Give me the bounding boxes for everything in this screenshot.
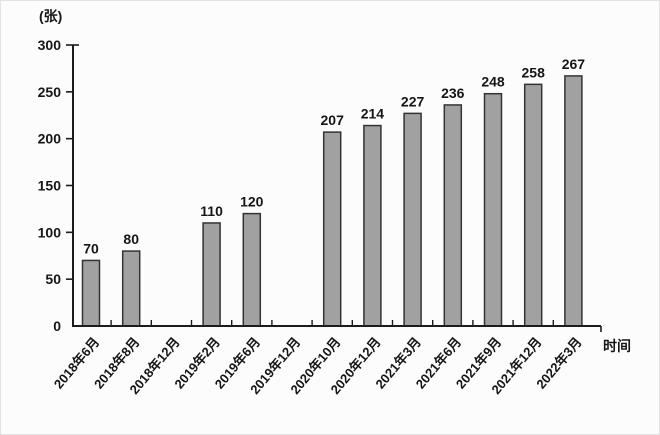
y-tick-label: 300 [38, 37, 62, 53]
bar-value-label: 227 [401, 93, 425, 109]
bar [81, 259, 101, 327]
y-axis-unit-label: (张) [39, 8, 62, 24]
bar-value-label: 70 [83, 240, 99, 256]
y-tick-label: 50 [45, 271, 61, 287]
bar [202, 222, 221, 327]
bar [483, 92, 503, 327]
x-axis-title: 时间 [603, 338, 631, 354]
bar [322, 131, 342, 327]
bar [523, 83, 543, 327]
bar [443, 104, 463, 327]
bar [242, 212, 262, 327]
bar-value-label: 258 [522, 64, 546, 80]
bar [403, 112, 422, 327]
y-tick-label: 250 [38, 84, 62, 100]
bar [564, 75, 583, 327]
bar-value-label: 248 [481, 74, 505, 90]
bar [363, 124, 382, 327]
y-tick-label: 100 [38, 224, 62, 240]
bar-value-label: 110 [200, 203, 223, 219]
bar-value-label: 214 [361, 106, 385, 122]
y-tick-label: 0 [53, 318, 61, 334]
bar [121, 250, 141, 327]
bar-value-label: 80 [123, 231, 139, 247]
y-tick-label: 200 [38, 131, 62, 147]
bar-value-label: 120 [240, 194, 264, 210]
bar-value-label: 207 [321, 112, 345, 128]
y-tick-label: 150 [38, 178, 62, 194]
bar-value-label: 267 [562, 56, 586, 72]
bar-value-label: 236 [441, 85, 465, 101]
